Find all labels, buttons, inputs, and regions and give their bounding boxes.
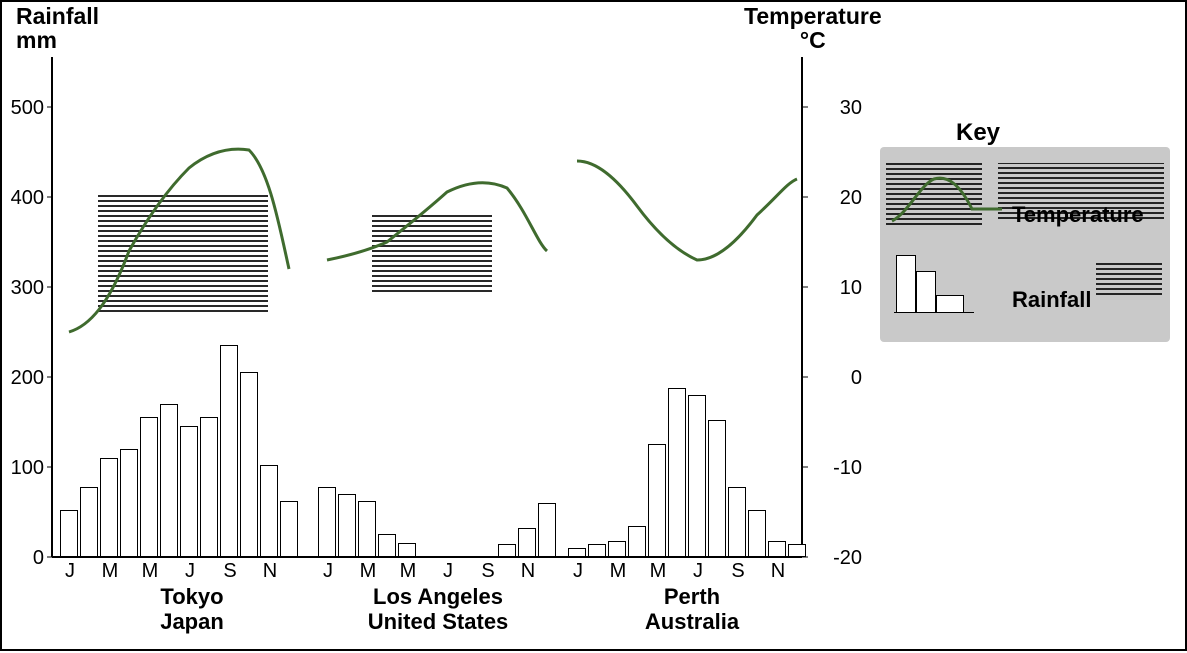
- country-name: United States: [338, 609, 538, 634]
- month-tick-label: J: [568, 560, 588, 583]
- month-tick-label: J: [438, 560, 458, 583]
- legend-title: Key: [956, 119, 1000, 147]
- rainfall-bar: [160, 404, 178, 557]
- rainfall-bar: [140, 417, 158, 557]
- ytick-left-300: 300: [6, 277, 44, 300]
- rainfall-bar: [398, 543, 416, 557]
- rainfall-bar: [120, 449, 138, 557]
- ytick-left-400: 400: [6, 187, 44, 210]
- rainfall-bar: [538, 503, 556, 557]
- climograph-figure: Rainfall mm Temperature °C: [0, 0, 1187, 651]
- month-tick-label: J: [60, 560, 80, 583]
- ytick-left-200: 200: [6, 367, 44, 390]
- rainfall-bar: [498, 544, 516, 557]
- country-name: Japan: [102, 609, 282, 634]
- ytick-left-0: 0: [6, 547, 44, 570]
- country-name: Australia: [602, 609, 782, 634]
- rainfall-bar: [748, 510, 766, 557]
- ytick-right-5: 30: [812, 97, 862, 120]
- rainfall-bar: [200, 417, 218, 557]
- rainfall-bar: [648, 444, 666, 557]
- rainfall-bar: [280, 501, 298, 557]
- ytick-right-1: -10: [812, 457, 862, 480]
- rainfall-bar: [518, 528, 536, 557]
- legend-temperature-icon: [886, 165, 1006, 235]
- rainfall-bar: [60, 510, 78, 557]
- month-tick-label: J: [318, 560, 338, 583]
- rainfall-bar: [788, 544, 806, 557]
- ytick-right-0: -20: [812, 547, 862, 570]
- month-tick-label: N: [260, 560, 280, 583]
- city-name: Tokyo: [102, 584, 282, 609]
- losangeles-temperature-line: [327, 183, 547, 260]
- month-tick-label: M: [100, 560, 120, 583]
- month-tick-label: J: [688, 560, 708, 583]
- rainfall-bar: [358, 501, 376, 557]
- legend-rainfall-icon: [916, 271, 936, 313]
- city-name: Perth: [602, 584, 782, 609]
- month-tick-label: M: [358, 560, 378, 583]
- rainfall-bar: [768, 541, 786, 557]
- rainfall-bar: [668, 388, 686, 557]
- rainfall-bar: [628, 526, 646, 557]
- rainfall-bar: [260, 465, 278, 557]
- rainfall-bar: [240, 372, 258, 557]
- month-tick-label: M: [398, 560, 418, 583]
- legend-temperature-label: Temperature: [1012, 202, 1144, 228]
- rainfall-bar: [318, 487, 336, 557]
- rainfall-bar: [688, 395, 706, 557]
- panel-label-tokyo: Tokyo Japan: [102, 584, 282, 635]
- panel-label-perth: Perth Australia: [602, 584, 782, 635]
- month-tick-label: N: [518, 560, 538, 583]
- rainfall-bar: [568, 548, 586, 557]
- rainfall-bar: [608, 541, 626, 557]
- panel-label-losangeles: Los Angeles United States: [338, 584, 538, 635]
- legend-baseline: [894, 312, 974, 313]
- month-tick-label: S: [728, 560, 748, 583]
- ytick-right-3: 10: [812, 277, 862, 300]
- rainfall-bar: [708, 420, 726, 557]
- month-tick-label: M: [648, 560, 668, 583]
- legend-rainfall-icon: [896, 255, 916, 313]
- ytick-right-4: 20: [812, 187, 862, 210]
- rainfall-bar: [338, 494, 356, 557]
- tokyo-temperature-line: [69, 149, 289, 332]
- month-tick-label: N: [768, 560, 788, 583]
- month-tick-label: S: [478, 560, 498, 583]
- rainfall-bar: [220, 345, 238, 557]
- rainfall-bar: [728, 487, 746, 557]
- month-tick-label: J: [180, 560, 200, 583]
- city-name: Los Angeles: [338, 584, 538, 609]
- legend-rainfall-icon: [936, 295, 964, 313]
- ytick-left-100: 100: [6, 457, 44, 480]
- legend-rainfall-label: Rainfall: [1012, 287, 1091, 313]
- rainfall-bar: [100, 458, 118, 557]
- ytick-right-2: 0: [812, 367, 862, 390]
- rainfall-bar: [80, 487, 98, 557]
- month-tick-label: M: [608, 560, 628, 583]
- rainfall-bar: [588, 544, 606, 557]
- ytick-left-500: 500: [6, 97, 44, 120]
- month-tick-label: M: [140, 560, 160, 583]
- rainfall-bar: [180, 426, 198, 557]
- rainfall-bar: [378, 534, 396, 557]
- perth-temperature-line: [577, 161, 797, 260]
- artifact-block: [1096, 263, 1162, 295]
- month-tick-label: S: [220, 560, 240, 583]
